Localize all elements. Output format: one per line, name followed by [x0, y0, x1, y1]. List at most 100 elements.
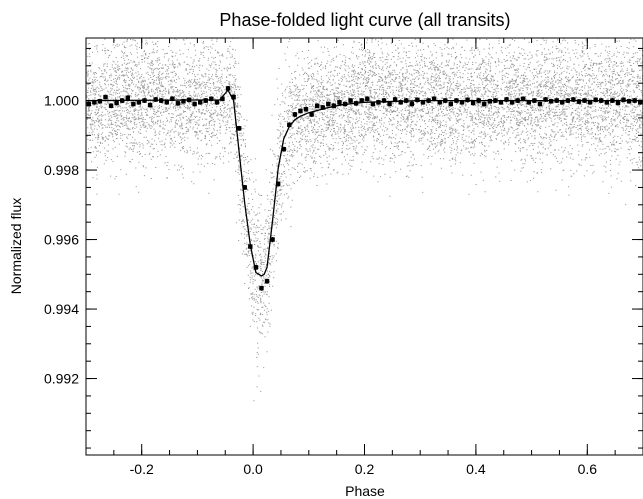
- binned-point: [359, 98, 364, 103]
- binned-marker: [482, 101, 487, 107]
- binned-point: [175, 100, 181, 106]
- binned-point: [532, 98, 537, 103]
- binned-marker: [615, 100, 621, 106]
- binned-marker: [426, 98, 431, 103]
- binned-marker: [526, 100, 532, 105]
- binned-point: [331, 103, 337, 109]
- y-tick-label: 0.996: [44, 232, 79, 248]
- binned-marker: [209, 96, 214, 102]
- binned-marker: [326, 101, 331, 107]
- binned-marker: [147, 102, 153, 108]
- raw-flux-scatter: [86, 37, 643, 402]
- binned-marker: [470, 100, 476, 106]
- binned-marker: [97, 99, 103, 104]
- binned-point: [270, 237, 275, 242]
- binned-marker: [404, 98, 409, 103]
- binned-point: [131, 101, 136, 107]
- binned-marker: [314, 103, 320, 108]
- x-tick-label: 0.4: [466, 461, 486, 477]
- binned-point: [231, 94, 236, 100]
- transit-model: [85, 88, 643, 277]
- binned-point: [398, 99, 403, 105]
- binned-point: [437, 99, 442, 105]
- binned-marker: [420, 100, 426, 105]
- binned-marker: [610, 98, 615, 103]
- binned-point: [465, 97, 470, 103]
- binned-point: [493, 98, 498, 103]
- binned-point: [426, 98, 431, 103]
- binned-marker: [175, 101, 181, 106]
- binned-marker: [197, 100, 203, 105]
- binned-marker: [571, 97, 576, 102]
- y-tick-label: 0.994: [44, 301, 79, 317]
- y-axis: 0.992 0.994 0.996 0.998 1.000: [44, 47, 643, 449]
- binned-point: [571, 97, 576, 102]
- binned-point: [320, 105, 325, 110]
- binned-marker: [303, 107, 309, 112]
- x-tick-label: 0.6: [578, 461, 598, 477]
- x-tick-label: -0.2: [130, 461, 154, 477]
- binned-marker: [638, 100, 643, 105]
- binned-marker: [309, 112, 314, 117]
- binned-marker: [131, 101, 136, 107]
- binned-point: [509, 99, 515, 105]
- binned-marker: [359, 98, 364, 103]
- binned-marker: [443, 98, 448, 103]
- binned-point: [298, 108, 303, 114]
- binned-marker: [576, 99, 582, 104]
- binned-marker: [220, 96, 225, 102]
- binned-marker: [376, 100, 381, 105]
- binned-point: [220, 96, 225, 102]
- binned-point: [303, 106, 309, 112]
- binned-marker: [337, 100, 342, 105]
- y-tick-label: 0.992: [44, 371, 79, 387]
- binned-marker: [108, 103, 114, 108]
- binned-point: [548, 98, 554, 104]
- binned-point: [164, 99, 169, 105]
- binned-point: [409, 101, 415, 107]
- binned-point: [626, 98, 632, 104]
- binned-point: [387, 101, 392, 107]
- binned-marker: [348, 98, 353, 103]
- binned-marker: [120, 98, 125, 103]
- binned-marker: [387, 101, 392, 107]
- binned-point: [392, 97, 398, 102]
- binned-marker: [320, 105, 325, 110]
- x-axis: -0.2 0.0 0.2 0.4 0.6: [85, 38, 643, 477]
- binned-point: [381, 98, 387, 103]
- binned-marker: [281, 147, 286, 152]
- binned-point: [192, 101, 197, 107]
- binned-point: [314, 103, 320, 109]
- binned-point: [186, 97, 192, 103]
- binned-point: [342, 101, 348, 107]
- binned-point: [86, 101, 91, 107]
- binned-marker: [392, 97, 398, 102]
- binned-marker: [253, 265, 259, 270]
- binned-marker: [136, 100, 142, 105]
- binned-point: [454, 98, 459, 103]
- binned-marker: [264, 279, 270, 284]
- binned-point: [103, 94, 108, 100]
- binned-point: [353, 100, 359, 106]
- binned-marker: [125, 95, 130, 100]
- binned-point: [158, 98, 164, 103]
- binned-point: [292, 112, 298, 117]
- binned-point: [209, 96, 214, 102]
- binned-point: [554, 98, 559, 103]
- binned-marker: [593, 97, 598, 103]
- binned-marker: [342, 101, 348, 107]
- binned-marker: [554, 98, 559, 103]
- binned-marker: [331, 103, 337, 108]
- binned-point: [125, 95, 130, 101]
- binned-point: [576, 99, 582, 105]
- binned-point: [476, 98, 481, 103]
- binned-marker: [287, 122, 292, 128]
- binned-marker: [626, 99, 632, 104]
- binned-marker: [543, 97, 548, 102]
- binned-marker: [515, 98, 520, 103]
- x-tick-label: 0.0: [243, 461, 263, 477]
- binned-point: [264, 278, 270, 284]
- binned-marker: [236, 126, 242, 131]
- binned-point: [431, 96, 437, 102]
